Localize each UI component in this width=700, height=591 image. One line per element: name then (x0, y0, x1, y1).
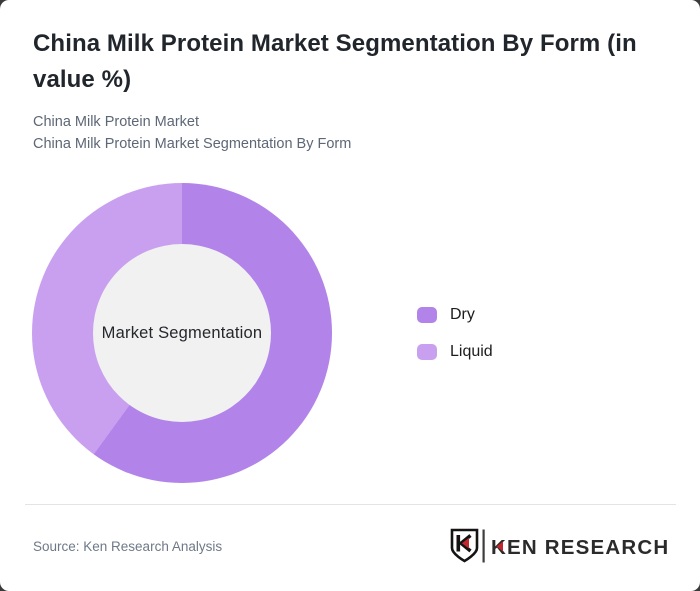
donut-chart[interactable]: Market Segmentation (32, 183, 332, 483)
chart-subtitles: China Milk Protein Market China Milk Pro… (33, 112, 351, 155)
ken-research-logo: KEN RESEARCH (450, 528, 669, 563)
legend: Dry Liquid (417, 305, 493, 362)
ken-shield-icon (450, 528, 479, 563)
logo-separator (482, 529, 485, 563)
donut-center-label: Market Segmentation (101, 323, 263, 342)
legend-swatch (417, 344, 437, 360)
source-text: Source: Ken Research Analysis (33, 539, 223, 554)
logo-k-red-triangle-icon (496, 541, 503, 552)
logo-wordmark: KEN RESEARCH (491, 536, 669, 559)
chart-title: China Milk Protein Market Segmentation B… (33, 30, 637, 93)
legend-label: Dry (450, 306, 475, 323)
footer-divider (25, 504, 676, 505)
legend-item-liquid[interactable]: Liquid (417, 342, 493, 362)
legend-label: Liquid (450, 343, 493, 360)
legend-item-dry[interactable]: Dry (417, 305, 493, 325)
legend-swatch (417, 307, 437, 323)
chart-subtitle-2: China Milk Protein Market Segmentation B… (33, 135, 352, 152)
donut-center: Market Segmentation (93, 244, 271, 422)
chart-subtitle-1: China Milk Protein Market (33, 114, 199, 130)
